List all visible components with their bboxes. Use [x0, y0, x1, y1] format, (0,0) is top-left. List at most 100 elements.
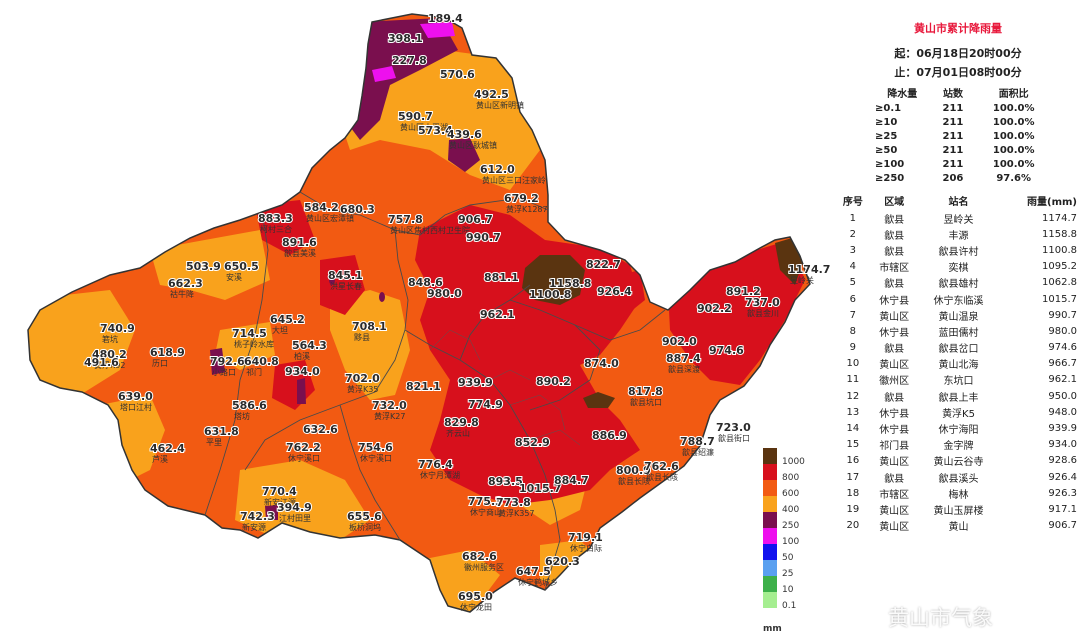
station: 586.6塔坊 [231, 398, 268, 421]
station-value: 893.5 [488, 475, 523, 488]
rank-cell-station: 奕棋 [948, 263, 969, 275]
rank-cell-region: 市辖区 [879, 263, 910, 275]
station: 491.6 [83, 355, 120, 370]
rank-cell-station: 休宁海阳 [938, 425, 979, 437]
station: 852.9 [514, 435, 551, 450]
station: 891.2 [725, 284, 762, 299]
station: 974.6 [708, 343, 745, 358]
rank-cell-station: 休宁东临溪 [933, 295, 984, 307]
legend-swatch [763, 528, 777, 544]
rank-cell-station: 东坑口 [943, 376, 974, 388]
rank-cell-station: 黄山温泉 [938, 311, 979, 323]
county-boundaries [204, 191, 666, 591]
station: 886.9 [591, 428, 628, 443]
station-name: 新安江源 [264, 497, 296, 507]
station-value: 822.7 [586, 258, 621, 271]
station-value: 639.0 [118, 390, 153, 403]
summary-cell-ratio: 100.0% [992, 102, 1035, 114]
weibo-icon [861, 607, 885, 626]
summary-row: ≥100 211 100.0% [873, 157, 1053, 171]
station-name: 箬坑 [102, 334, 118, 344]
summary-row: ≥10 211 100.0% [873, 115, 1053, 129]
summary-cell-count: 211 [942, 158, 964, 170]
rank-cell-rainfall: 974.6 [1048, 342, 1077, 354]
station-name: 休宁商山 [470, 507, 502, 517]
station-name: 小路口 [212, 367, 236, 377]
summary-cell-ratio: 100.0% [992, 158, 1035, 170]
station-value: 852.9 [515, 436, 550, 449]
rank-cell-region: 徽州区 [879, 376, 910, 388]
station-name: 塔坊 [234, 411, 250, 421]
station-value: 742.3 [240, 510, 275, 523]
station-name: 歙县深渡 [668, 364, 700, 374]
station-value: 884.7 [554, 474, 589, 487]
station-value: 462.4 [150, 442, 185, 455]
rank-cell-region: 休宁县 [879, 425, 910, 437]
station-value: 906.7 [458, 213, 493, 226]
legend-swatch [763, 464, 777, 480]
station: 640.8祁门 [243, 354, 280, 377]
station: 503.9 [185, 259, 222, 274]
station-value: 618.9 [150, 346, 185, 359]
legend-swatch [763, 544, 777, 560]
ranking-row: 11 徽州区 东坑口 962.1 [836, 372, 1078, 388]
rank-cell-rainfall: 948.0 [1048, 406, 1077, 418]
rank-cell-station: 黄山北海 [938, 360, 979, 372]
station-value: 631.8 [204, 425, 239, 438]
station: 708.1黟县 [351, 319, 388, 342]
station-value: 817.8 [628, 385, 663, 398]
station-value: 821.1 [406, 380, 441, 393]
station: 939.9 [457, 375, 494, 390]
station-value: 939.9 [458, 376, 493, 389]
summary-cell-count: 211 [942, 130, 964, 142]
station: 620.3 [544, 554, 581, 569]
station: 1015.7 [518, 481, 562, 496]
summary-header-count: 站数 [942, 89, 963, 100]
rank-cell-index: 3 [849, 244, 857, 256]
station-name: 祜牛降 [170, 289, 194, 299]
legend-swatch [763, 480, 777, 496]
station-name: 黄山区焦村西村卫生院 [390, 225, 470, 235]
station-value: 974.6 [709, 344, 744, 357]
station-value: 770.4 [262, 485, 297, 498]
rank-cell-region: 黄山区 [879, 522, 910, 534]
station-value: 584.2 [304, 201, 339, 214]
ranking-row: 9 歙县 歙县岔口 974.6 [836, 340, 1078, 356]
station-name: 黄山区太平湖 [400, 122, 448, 132]
rank-cell-rainfall: 1062.8 [1042, 277, 1077, 289]
station-value: 491.6 [84, 356, 119, 369]
station-name: 黄山区宏潭镇 [306, 213, 354, 223]
legend-item: 0.1 [763, 592, 823, 611]
station-value: 723.0 [716, 421, 751, 434]
summary-header-ratio: 面积比 [998, 89, 1029, 100]
summary-cell-count: 211 [942, 116, 964, 128]
watermark-text: 黄山市气象 [888, 606, 993, 630]
rank-cell-index: 19 [846, 503, 860, 515]
summary-row: ≥25 211 100.0% [873, 129, 1053, 143]
station-name: 休宁月潭湖 [420, 470, 460, 480]
rank-cell-rainfall: 990.7 [1048, 309, 1077, 321]
station: 890.2 [535, 374, 572, 389]
station: 398.1 [387, 31, 424, 46]
station-value: 679.2 [504, 192, 539, 205]
station: 1158.8 [548, 276, 592, 291]
station-value: 883.3 [258, 212, 293, 225]
ranking-row: 1 歙县 昱岭关 1174.7 [836, 210, 1078, 226]
station-value: 732.0 [372, 399, 407, 412]
rank-cell-station: 歙县上丰 [938, 392, 979, 404]
station-name: 安溪 [226, 272, 242, 282]
ranking-row: 4 市辖区 奕棋 1095.2 [836, 259, 1078, 275]
